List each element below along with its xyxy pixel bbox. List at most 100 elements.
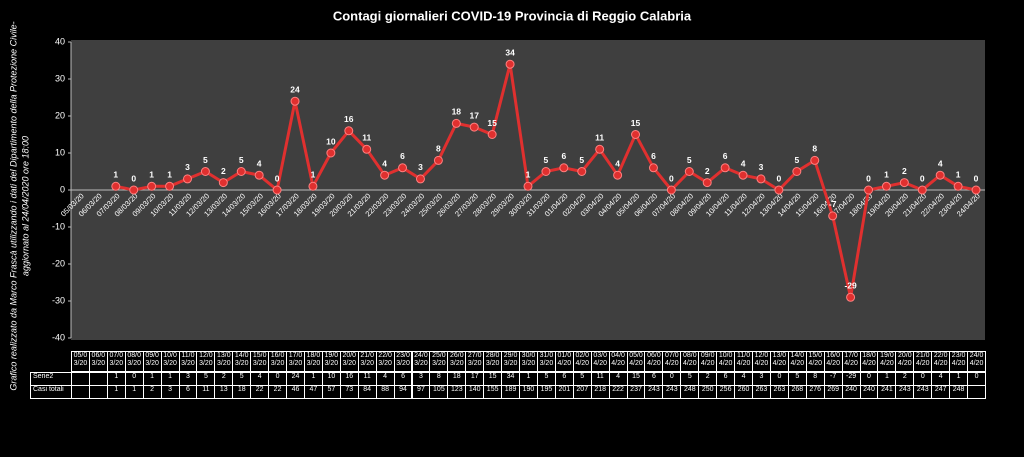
data-label: 0 [669, 173, 674, 183]
table-cell: 0 [913, 372, 933, 386]
table-cell: 189 [501, 385, 521, 399]
table-header: 02/04/20 [572, 351, 592, 372]
point-marker [505, 59, 515, 69]
table-cell: 88 [375, 385, 395, 399]
chart-title: Contagi giornalieri COVID-19 Provincia d… [333, 8, 692, 23]
point-marker [200, 167, 210, 176]
table-cell: 190 [519, 385, 538, 399]
table-cell: 250 [698, 385, 718, 399]
table-cell [967, 385, 986, 399]
data-label: 4 [615, 158, 620, 168]
table-header: 19/04/20 [877, 351, 897, 372]
point-marker [846, 292, 856, 302]
table-header: 06/04/20 [644, 351, 664, 372]
y-tick-label: -40 [52, 332, 65, 342]
table-cell: 155 [483, 385, 503, 399]
table-cell: 11 [196, 385, 216, 399]
data-label: 0 [275, 173, 280, 183]
y-tick-label: -20 [52, 258, 65, 268]
table-cell: 22 [250, 385, 270, 399]
table-cell: 6 [716, 372, 736, 386]
table-cell: 247 [931, 385, 951, 399]
table-header: 23/04/20 [949, 351, 969, 372]
table-header: 09/04/20 [698, 351, 718, 372]
table-cell: 46 [286, 385, 305, 399]
point-marker [398, 163, 408, 173]
table-cell: 0 [967, 372, 986, 386]
table-header: 22/03/20 [375, 351, 395, 372]
data-label: 4 [741, 158, 746, 168]
point-marker [344, 126, 354, 136]
data-label: 24 [290, 84, 300, 94]
table-cell: 237 [626, 385, 646, 399]
data-label: 1 [149, 170, 154, 180]
table-cell [71, 372, 90, 386]
data-label: 11 [362, 133, 371, 143]
table-cell: 1 [303, 372, 323, 386]
table-header: 18/04/20 [859, 351, 879, 372]
data-label: 2 [221, 166, 226, 176]
point-marker [165, 181, 175, 191]
table-cell: 6 [393, 372, 413, 386]
data-label: 6 [561, 151, 566, 161]
data-label: 6 [723, 151, 728, 161]
point-marker [828, 211, 838, 221]
point-marker [935, 170, 945, 180]
table-header: 07/04/20 [662, 351, 682, 372]
point-marker [559, 163, 569, 173]
point-marker [487, 130, 497, 139]
table-cell: 195 [536, 385, 556, 399]
table-cell: 268 [787, 385, 807, 399]
data-label: 1 [884, 170, 889, 180]
table-cell: 15 [483, 372, 503, 386]
table-cell: 1 [106, 385, 126, 399]
table-cell: 18 [447, 372, 467, 386]
table-cell: 22 [268, 385, 288, 399]
table-cell: 1 [519, 372, 538, 386]
point-marker [541, 167, 551, 176]
point-marker [774, 185, 784, 195]
table-cell: 207 [572, 385, 592, 399]
point-marker [648, 163, 658, 173]
table-header: 12/04/20 [752, 351, 771, 372]
data-label: 17 [470, 110, 480, 120]
table-header: 17/04/20 [841, 351, 861, 372]
data-label: 3 [418, 162, 423, 172]
table-header: 21/03/20 [357, 351, 377, 372]
table-header: 12/03/20 [196, 351, 216, 372]
data-label: 5 [794, 155, 799, 165]
table-cell: 73 [339, 385, 359, 399]
table-cell: 218 [590, 385, 610, 399]
table-header: 16/03/20 [268, 351, 288, 372]
table-cell: 241 [877, 385, 897, 399]
data-label: 5 [239, 155, 244, 165]
table-header: 31/03/20 [536, 351, 556, 372]
table-cell: 16 [339, 372, 359, 386]
point-marker [415, 174, 425, 184]
data-label: 6 [400, 151, 405, 161]
table-header: 15/04/20 [805, 351, 825, 372]
point-marker [272, 185, 282, 195]
point-marker [971, 185, 981, 195]
point-marker [469, 122, 479, 132]
data-label: 0 [920, 173, 925, 183]
point-marker [666, 185, 676, 195]
table-header: 25/03/20 [429, 351, 449, 372]
y-tick-label: 20 [55, 110, 65, 120]
y-tick-label: 30 [55, 73, 65, 83]
point-marker [451, 118, 461, 128]
table-cell: 1 [142, 372, 162, 386]
point-marker [756, 174, 766, 184]
table-cell: 5 [572, 372, 592, 386]
table-header: 11/04/20 [734, 351, 753, 372]
table-cell: 0 [268, 372, 288, 386]
table-cell: 240 [841, 385, 861, 399]
table-cell: 8 [429, 372, 449, 386]
point-marker [236, 167, 246, 176]
table-cell: 248 [680, 385, 700, 399]
point-marker [684, 167, 694, 176]
table-cell: 260 [734, 385, 753, 399]
table-cell: 10 [321, 372, 341, 386]
table-cell: 97 [411, 385, 431, 399]
